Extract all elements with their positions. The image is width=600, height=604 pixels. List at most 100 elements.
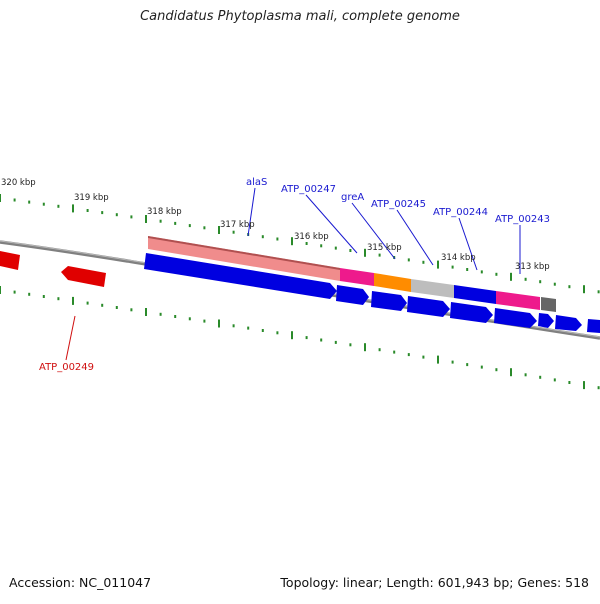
cds-reverse-2[interactable] [61, 266, 106, 287]
leader-ATP_00249 [65, 315, 76, 361]
tick-marks-inner [0, 286, 600, 390]
tick-outer-28 [407, 258, 410, 262]
tick-inner-15 [218, 319, 220, 328]
leader-ATP_00245 [396, 209, 434, 266]
gene-label-greA[interactable]: greA [341, 192, 364, 203]
tick-inner-18 [261, 329, 264, 332]
tick-outer-35 [510, 272, 512, 281]
tick-outer-11 [159, 219, 162, 223]
tick-outer-40 [583, 285, 585, 294]
feature-rrna-salmon[interactable] [148, 236, 340, 281]
tick-label-316: 316 kbp [294, 232, 329, 242]
tick-inner-40 [583, 381, 585, 390]
tick-inner-14 [203, 319, 206, 323]
feature-blue-1[interactable] [454, 285, 496, 304]
tick-outer-25 [364, 248, 366, 257]
tick-outer-41 [597, 290, 600, 294]
tick-outer-30 [437, 260, 439, 269]
gene-label-ATP_00244[interactable]: ATP_00244 [433, 207, 488, 218]
tick-inner-0 [0, 286, 1, 294]
tick-outer-29 [422, 260, 425, 264]
cds-forward-4[interactable] [407, 296, 450, 317]
tick-inner-10 [145, 308, 147, 316]
gene-label-ATP_00245[interactable]: ATP_00245 [371, 199, 426, 210]
tick-inner-2 [28, 292, 31, 296]
tick-label-313: 313 kbp [515, 262, 550, 272]
cds-forward-7[interactable] [538, 313, 554, 328]
tick-outer-33 [480, 270, 483, 274]
gene-label-ATP_00249[interactable]: ATP_00249 [39, 362, 94, 373]
tick-outer-37 [539, 280, 542, 284]
tick-outer-31 [451, 265, 454, 269]
tick-outer-22 [320, 244, 323, 248]
tick-inner-33 [480, 365, 483, 369]
tick-outer-5 [72, 204, 74, 213]
tick-inner-32 [466, 363, 469, 367]
tick-inner-41 [597, 386, 600, 390]
genome-summary: Topology: linear; Length: 601,943 bp; Ge… [280, 575, 589, 590]
cds-forward-6[interactable] [494, 308, 537, 328]
tick-outer-34 [495, 272, 498, 276]
tick-outer-24 [349, 249, 352, 252]
leader-ATP_00247 [305, 194, 358, 254]
cds-forward-5[interactable] [450, 302, 493, 323]
cds-forward-8[interactable] [555, 315, 582, 331]
cds-forward-1[interactable] [144, 253, 337, 299]
tick-inner-17 [247, 326, 250, 330]
feature-rrna-salmon-edge [148, 236, 340, 270]
tick-label-314: 314 kbp [441, 253, 476, 263]
tick-inner-22 [320, 338, 323, 342]
cds-forward-3[interactable] [371, 291, 407, 311]
tick-label-315: 315 kbp [367, 243, 402, 253]
tick-inner-19 [276, 331, 279, 335]
tick-outer-3 [42, 202, 45, 206]
tick-inner-34 [495, 368, 498, 372]
tick-outer-21 [305, 242, 308, 245]
feature-orange[interactable] [374, 273, 411, 292]
tick-label-317: 317 kbp [220, 220, 255, 230]
tick-inner-39 [568, 381, 571, 384]
tick-outer-13 [188, 224, 191, 228]
tick-outer-26 [378, 253, 381, 257]
tick-outer-36 [524, 277, 527, 281]
cds-forward-9[interactable] [587, 319, 600, 333]
tick-inner-6 [86, 301, 89, 305]
tick-outer-9 [130, 215, 133, 219]
tick-inner-4 [57, 297, 60, 301]
tick-outer-8 [115, 213, 118, 217]
tick-outer-16 [232, 230, 235, 234]
cds-forward-2[interactable] [336, 285, 369, 305]
tick-outer-7 [101, 211, 104, 215]
tick-inner-8 [115, 306, 118, 309]
tick-inner-1 [13, 290, 16, 294]
gene-label-alaS[interactable]: alaS [246, 177, 267, 188]
tick-inner-24 [349, 343, 352, 347]
tick-outer-1 [13, 198, 16, 202]
feature-pink-2[interactable] [496, 291, 540, 310]
feature-gray[interactable] [411, 279, 454, 298]
tick-inner-26 [378, 348, 381, 352]
gene-label-ATP_00247[interactable]: ATP_00247 [281, 184, 336, 195]
feature-dark[interactable] [541, 297, 556, 312]
tick-inner-36 [524, 373, 527, 377]
tick-outer-39 [568, 285, 571, 289]
accession-label: Accession: NC_011047 [9, 575, 152, 590]
gene-label-ATP_00243[interactable]: ATP_00243 [495, 214, 550, 225]
tick-label-320: 320 kbp [1, 178, 36, 188]
tick-inner-11 [159, 312, 162, 316]
tick-inner-28 [407, 353, 410, 357]
tick-inner-3 [42, 295, 45, 298]
tick-inner-9 [130, 308, 133, 312]
tick-inner-21 [305, 336, 308, 340]
tick-inner-35 [510, 368, 512, 377]
tick-inner-27 [393, 350, 396, 354]
tick-inner-13 [188, 317, 191, 321]
tick-inner-16 [232, 324, 235, 328]
tick-inner-23 [334, 340, 337, 344]
tick-inner-5 [72, 296, 74, 305]
tick-inner-37 [539, 375, 542, 379]
cds-reverse-1[interactable] [0, 251, 20, 270]
feature-pink-1[interactable] [340, 268, 374, 286]
